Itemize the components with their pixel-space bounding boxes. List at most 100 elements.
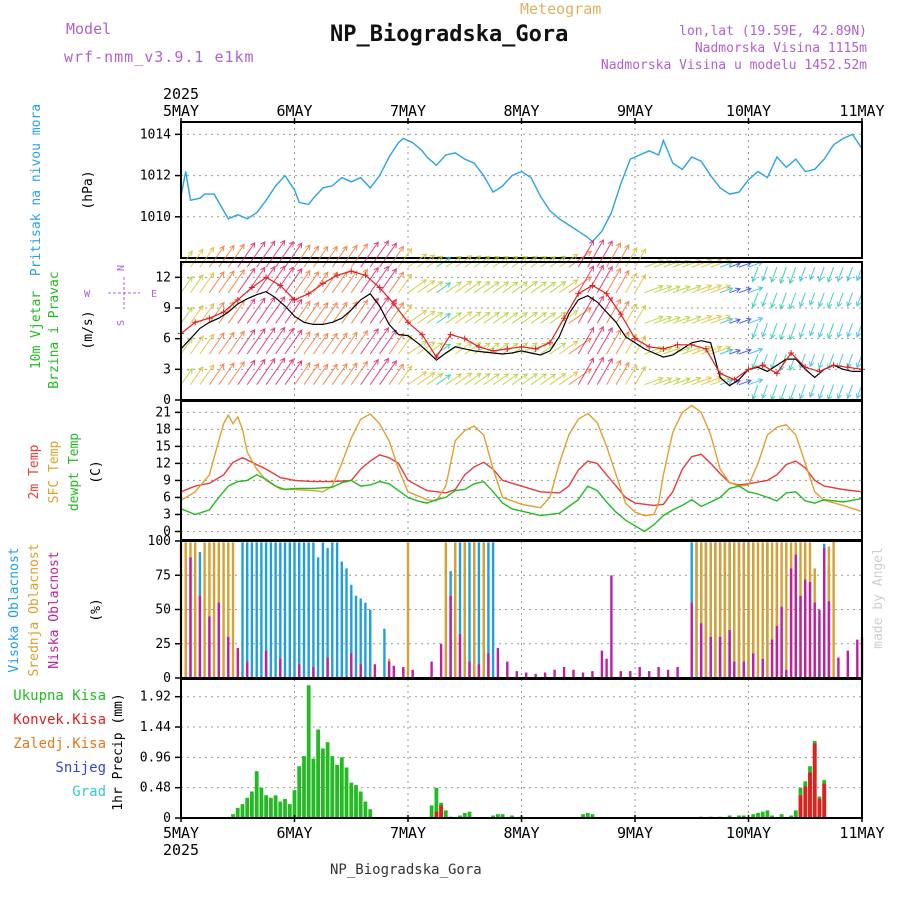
temp-axis-title-1: 2m Temp [27,444,42,499]
wind-arrow-icon [284,267,303,293]
clouds-bar [189,557,192,678]
clouds-bar [331,542,334,678]
wind-arrow-icon [827,323,835,340]
wind-arrow-icon [568,307,593,324]
coords-label: lon,lat (19.59E, 42.89N) [679,24,867,39]
precipitation-bar [429,805,434,818]
wind-arrow-icon [587,325,604,355]
precipitation-bar [273,795,278,818]
wind-arrow-icon [180,275,193,293]
precipitation-bar [269,797,273,818]
precipitation-bar [585,812,590,818]
wind-ytick-label: 12 [155,270,171,285]
clouds-bar [553,669,556,678]
wind-arrow-icon [817,292,825,308]
clouds-bar [468,661,471,678]
wind-arrow-icon [379,267,398,293]
clouds-bar [733,542,736,678]
wind-arrow-icon [180,367,193,385]
clouds-bar [260,542,263,678]
wind-arrow-icon [331,362,348,385]
gust-marker [192,319,199,326]
wind-arrow-icon [587,356,604,385]
clouds-bar [335,542,339,678]
wind-arrow-icon [549,373,567,386]
clouds-bar [695,542,698,678]
clouds-bar [756,542,760,678]
clouds-bar [194,542,197,678]
gust-marker [419,331,426,338]
gust-marker [362,272,369,279]
wind-arrow-icon [827,266,835,283]
wind-arrow-icon [237,241,256,268]
precipitation-bar [278,801,283,818]
wind-arrow-icon [294,269,311,293]
wind-arrow-icon [568,276,593,294]
wind-arrow-icon [540,373,557,386]
wind-arrow-icon [625,246,638,268]
clouds-bar [383,628,386,678]
precipitation-bar [250,791,254,818]
wind-arrow-icon [455,372,473,386]
temp-axis-title-2: SFC Temp [47,441,62,504]
wind-arrow-icon [199,272,215,293]
wind-arrow-icon [559,340,579,355]
gust-marker [376,284,383,291]
clouds-bar [231,542,235,678]
gust-marker [561,315,568,322]
wind-arrow-icon [751,323,759,339]
clouds-bar [775,542,779,678]
wind-arrow-icon [417,372,436,386]
precipitation-bar [330,756,335,818]
wind-arrow-icon [701,345,723,355]
clouds-bar [761,658,764,678]
wind-arrow-icon [417,280,436,294]
wind-arrow-icon [836,384,844,400]
precipitation-bar [727,815,732,818]
gust-marker [731,376,738,383]
wind-arrow-icon [788,292,797,310]
temperature-ytick-label: 0 [163,524,171,539]
clouds-bar [449,595,452,678]
wind-arrow-icon [190,365,204,385]
clouds-bar [326,547,329,678]
wind-arrow-icon [606,242,622,268]
wind-arrow-icon [388,363,404,385]
precipitation-bar [292,790,297,818]
precipitation-ytick-label: 0 [163,811,171,826]
wind-arrow-icon [761,266,768,282]
wind-arrow-icon [350,330,368,355]
wind-arrow-icon [227,269,245,293]
precipitation-bar [808,772,812,818]
clouds-bar [742,542,745,678]
clouds-bar [482,542,485,678]
clouds-bar [718,542,722,678]
top-date-label: 11MAY [839,102,884,120]
clouds-bar [444,542,447,678]
wind-arrow-icon [426,281,444,294]
clouds-bar [728,630,731,678]
wind-arrow-icon [284,298,303,324]
clouds-bar [827,601,831,678]
clouds-bar [562,667,566,678]
clouds-bar [619,671,622,678]
precipitation-bar [368,809,373,818]
gust-marker [844,364,851,371]
wind-arrow-icon [360,358,379,385]
cloud-axis-title-3: Niska Oblacnost [47,551,62,668]
wind-arrow-icon [237,267,256,293]
wind-arrow-icon [284,242,303,268]
wind-arrow-icon [303,332,320,355]
clouds-bar [629,671,632,678]
wind-arrow-icon [445,373,462,386]
clouds-bar [605,658,608,678]
cloud-unit: (%) [89,598,104,621]
clouds-bar [458,634,462,678]
wind-arrow-icon [350,360,368,385]
wind-arrow-icon [719,286,734,294]
wind-arrow-icon [502,373,519,386]
clouds-bar [747,542,750,678]
precipitation-bar [287,804,292,818]
bottom-date-label: 8MAY [503,824,539,842]
clouds-bar [496,647,500,678]
